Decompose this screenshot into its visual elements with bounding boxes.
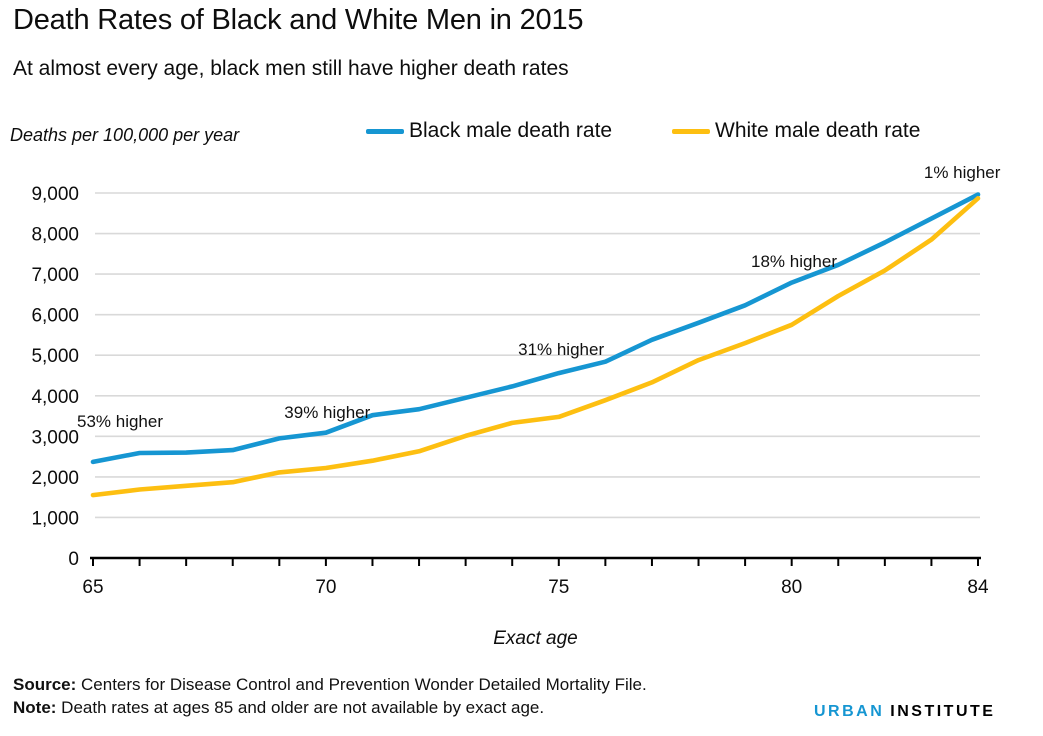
y-tick-label-8000: 8,000	[31, 225, 79, 246]
source-text: Centers for Disease Control and Preventi…	[76, 675, 647, 694]
footnote: Note: Death rates at ages 85 and older a…	[13, 698, 544, 718]
series-line-black-male	[90, 192, 981, 465]
y-tick-label-7000: 7,000	[31, 265, 79, 286]
line-chart: 0 1,000 2,000 3,000 4,000 5,000 6,000 7,000 8,00…	[31, 163, 1001, 649]
urban-institute-logo: URBAN INSTITUTE	[814, 703, 995, 721]
x-tick-label-70: 70	[315, 577, 336, 598]
x-tick-label-84: 84	[967, 577, 989, 598]
page-title: Death Rates of Black and White Men in 20…	[13, 4, 584, 36]
legend-item-white: White male death rate	[672, 119, 920, 143]
logo-urban-word: URBAN	[814, 703, 885, 720]
y-tick-label-2000: 2,000	[31, 468, 79, 489]
y-tick-label-3000: 3,000	[31, 427, 79, 448]
annotation-2: 31% higher	[518, 340, 604, 359]
page-subtitle: At almost every age, black men still hav…	[13, 57, 569, 80]
y-tick-label-9000: 9,000	[31, 184, 79, 205]
y-tick-label-1000: 1,000	[31, 508, 79, 529]
y-tick-label-0: 0	[68, 549, 79, 570]
annotation-4: 1% higher	[924, 163, 1001, 182]
note-text: Death rates at ages 85 and older are not…	[56, 698, 545, 717]
annotation-0: 53% higher	[77, 412, 163, 431]
y-tick-label-6000: 6,000	[31, 306, 79, 327]
y-tick-label-5000: 5,000	[31, 346, 79, 367]
note-label: Note:	[13, 698, 57, 717]
y-axis-unit-label: Deaths per 100,000 per year	[10, 125, 240, 145]
annotation-3: 18% higher	[751, 252, 837, 271]
x-tick-label-75: 75	[548, 577, 569, 598]
source-label: Source:	[13, 675, 77, 694]
legend-item-black: Black male death rate	[366, 119, 612, 143]
logo-institute-word: INSTITUTE	[890, 703, 996, 720]
legend-swatch-black	[366, 128, 404, 134]
legend-label-white: White male death rate	[715, 119, 921, 142]
series-line-white-male	[90, 196, 981, 498]
legend-label-black: Black male death rate	[409, 119, 613, 142]
y-tick-label-4000: 4,000	[31, 387, 79, 408]
x-tick-label-65: 65	[82, 577, 103, 598]
x-axis-title: Exact age	[493, 628, 578, 649]
annotation-1: 39% higher	[284, 403, 370, 422]
legend-swatch-white	[672, 128, 710, 134]
x-tick-label-80: 80	[781, 577, 802, 598]
source-note: Source: Centers for Disease Control and …	[13, 675, 647, 695]
